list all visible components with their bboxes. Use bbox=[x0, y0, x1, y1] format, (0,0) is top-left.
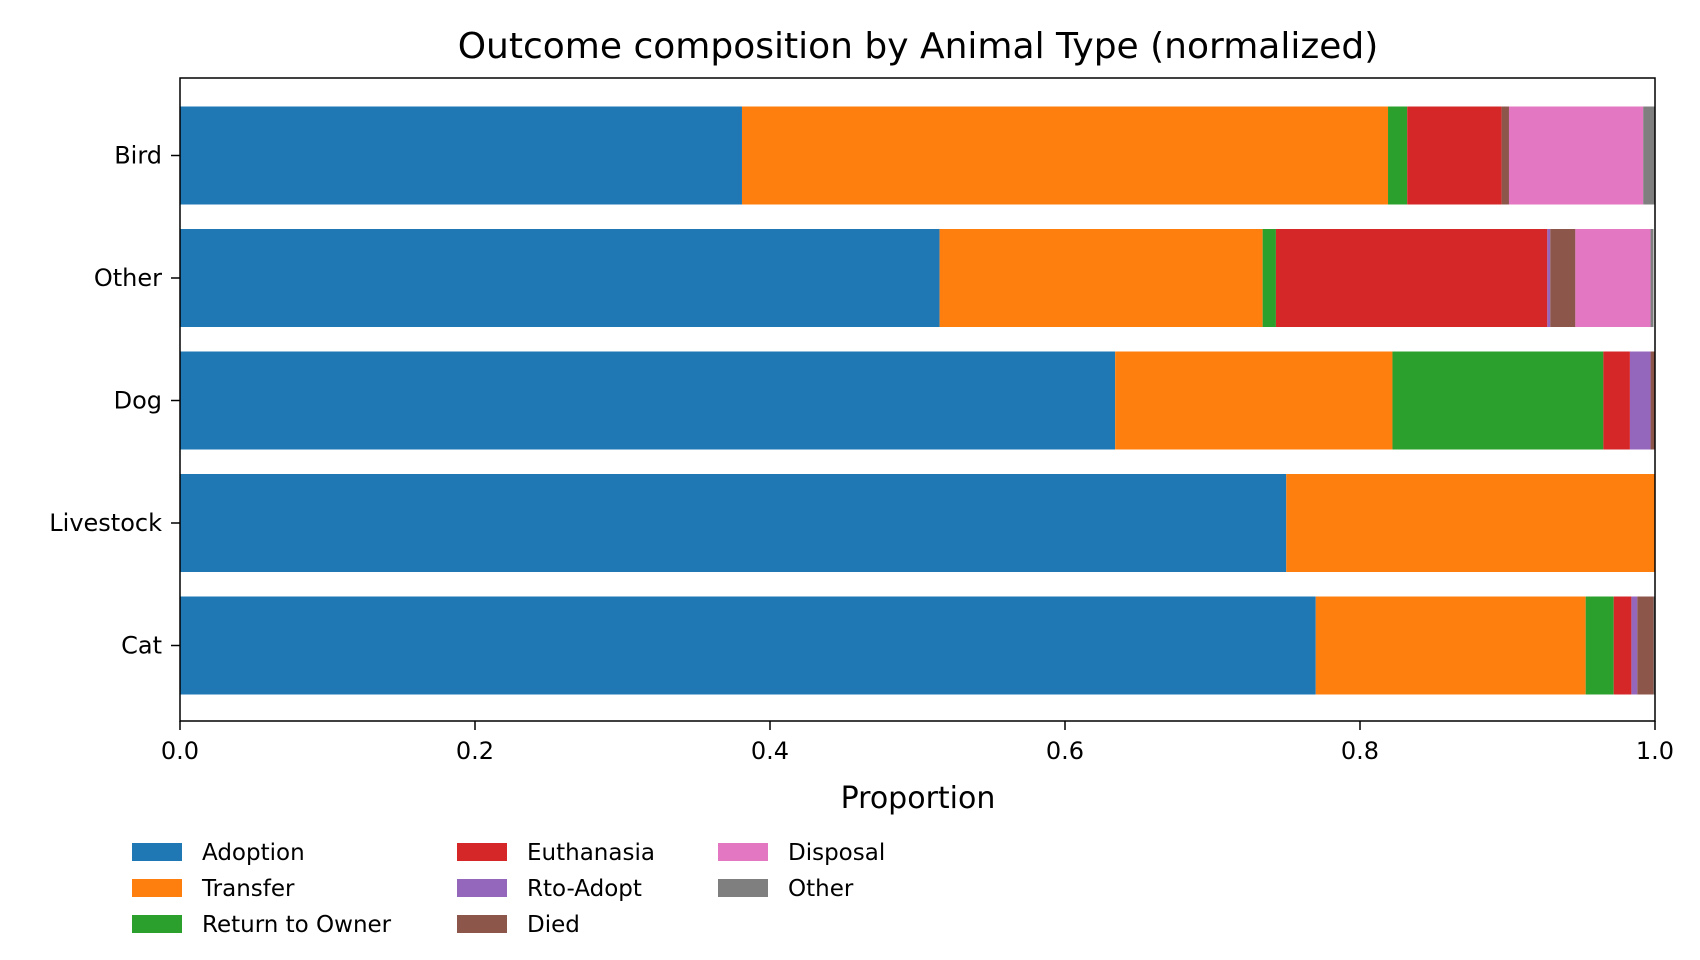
plot-frame bbox=[179, 77, 1656, 722]
y-tick-label: Livestock bbox=[49, 509, 162, 537]
bar-cat-adoption bbox=[180, 596, 1316, 695]
legend-swatch-other bbox=[718, 879, 768, 897]
bar-dog-adoption bbox=[180, 351, 1116, 450]
legend-label-rto-adopt: Rto-Adopt bbox=[527, 876, 642, 902]
bar-cat-return-to-owner bbox=[1585, 596, 1614, 695]
y-tick-label: Other bbox=[94, 264, 162, 292]
bars-group bbox=[180, 106, 1655, 695]
bar-bird-other bbox=[1643, 106, 1655, 205]
bar-other-rto-adopt bbox=[1547, 229, 1551, 327]
legend-label-other: Other bbox=[788, 876, 854, 902]
legend-swatch-return-to-owner bbox=[132, 915, 182, 933]
y-tick-label: Dog bbox=[114, 387, 162, 415]
bar-dog-transfer bbox=[1115, 351, 1393, 450]
bar-bird-euthanasia bbox=[1407, 106, 1502, 205]
bar-other-died bbox=[1550, 229, 1576, 327]
bar-bird-adoption bbox=[180, 106, 742, 205]
bar-other-return-to-owner bbox=[1262, 229, 1276, 327]
legend-swatch-transfer bbox=[132, 879, 182, 897]
legend: Adoption Transfer Return to Owner Euthanasi… bbox=[132, 840, 885, 938]
legend-swatch-euthanasia bbox=[457, 843, 507, 861]
bar-bird-transfer bbox=[741, 106, 1389, 205]
y-tick-label: Bird bbox=[114, 142, 162, 170]
legend-label-euthanasia: Euthanasia bbox=[527, 840, 655, 866]
bar-other-other bbox=[1650, 229, 1654, 327]
bar-livestock-adoption bbox=[180, 474, 1287, 572]
legend-label-transfer: Transfer bbox=[201, 876, 295, 902]
y-axis: Bird Other Dog Livestock Cat bbox=[49, 142, 180, 660]
bar-bird-disposal bbox=[1508, 106, 1644, 205]
x-axis-label: Proportion bbox=[841, 781, 996, 816]
bar-other-adoption bbox=[180, 229, 940, 327]
bar-dog-return-to-owner bbox=[1392, 351, 1604, 450]
x-tick-label: 0.8 bbox=[1341, 737, 1379, 765]
legend-label-died: Died bbox=[527, 912, 580, 938]
chart-title: Outcome composition by Animal Type (norm… bbox=[458, 26, 1379, 67]
bar-dog-died bbox=[1650, 351, 1655, 450]
x-axis: 0.0 0.2 0.4 0.6 0.8 1.0 bbox=[161, 721, 1674, 765]
x-tick-label: 0.2 bbox=[456, 737, 494, 765]
legend-swatch-disposal bbox=[718, 843, 768, 861]
bar-cat-euthanasia bbox=[1613, 596, 1632, 695]
bar-cat-died bbox=[1637, 596, 1654, 695]
bar-other-disposal bbox=[1575, 229, 1651, 327]
legend-swatch-died bbox=[457, 915, 507, 933]
bar-dog-rto-adopt bbox=[1629, 351, 1651, 450]
bar-livestock-transfer bbox=[1286, 474, 1655, 572]
legend-label-return-to-owner: Return to Owner bbox=[202, 912, 392, 938]
x-tick-label: 0.6 bbox=[1046, 737, 1084, 765]
y-tick-label: Cat bbox=[121, 632, 162, 660]
legend-label-disposal: Disposal bbox=[788, 840, 885, 866]
bar-dog-euthanasia bbox=[1603, 351, 1630, 450]
legend-swatch-rto-adopt bbox=[457, 879, 507, 897]
bar-bird-died bbox=[1501, 106, 1509, 205]
bar-cat-rto-adopt bbox=[1631, 596, 1638, 695]
x-tick-label: 0.4 bbox=[751, 737, 789, 765]
legend-swatch-adoption bbox=[132, 843, 182, 861]
x-tick-label: 1.0 bbox=[1636, 737, 1674, 765]
x-tick-label: 0.0 bbox=[161, 737, 199, 765]
bar-cat-transfer bbox=[1315, 596, 1586, 695]
bar-other-transfer bbox=[939, 229, 1263, 327]
bar-other-euthanasia bbox=[1275, 229, 1548, 327]
legend-label-adoption: Adoption bbox=[202, 840, 305, 866]
bar-bird-return-to-owner bbox=[1388, 106, 1408, 205]
